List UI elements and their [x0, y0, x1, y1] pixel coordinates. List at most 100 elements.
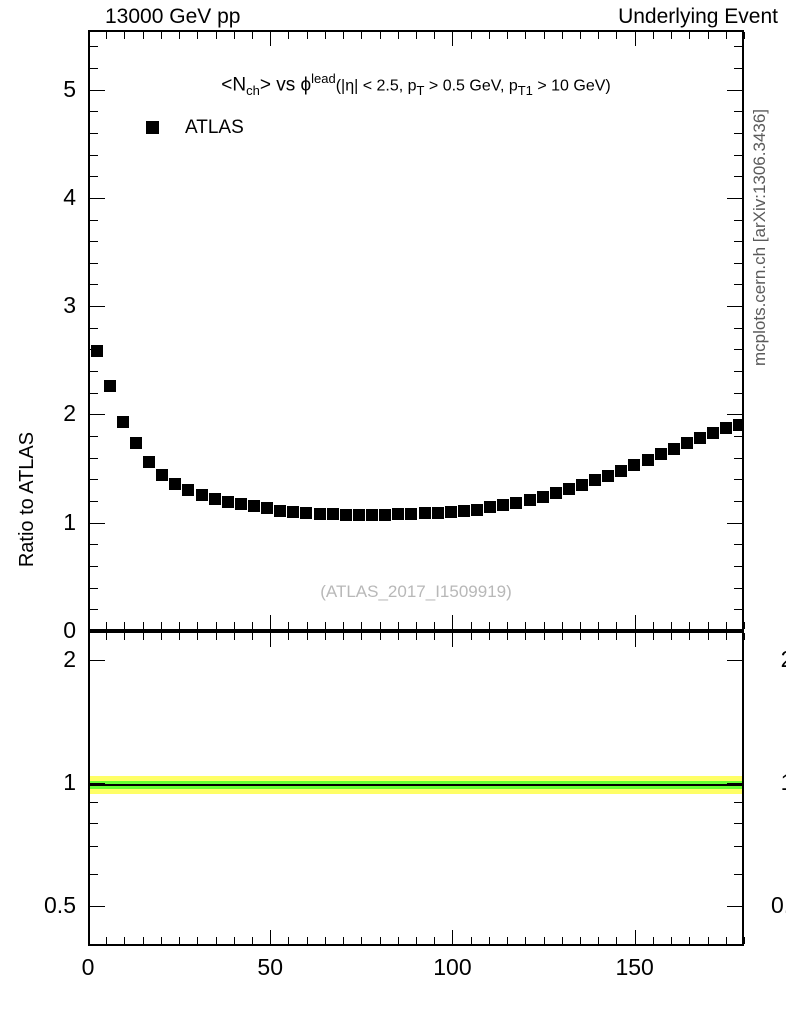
ratio-xtick-top-110 — [488, 633, 490, 640]
main-xtick-bottom-105 — [470, 622, 472, 629]
ratio-xtick-top-25 — [179, 633, 181, 640]
ratio-xtick-top-140 — [598, 633, 600, 640]
ratio-xtick-bottom-0 — [88, 930, 89, 944]
ratio-ytick-right-1 — [727, 782, 742, 784]
main-ytick-right-3.4 — [734, 262, 742, 264]
data-point — [667, 442, 680, 455]
ratio-ytick-left-2 — [90, 659, 105, 661]
xtick-label-0: 0 — [81, 954, 95, 980]
main-xtick-top-60 — [306, 32, 308, 39]
main-xtick-bottom-80 — [379, 622, 381, 629]
main-xtick-bottom-10 — [124, 622, 126, 629]
ratio-xtick-top-175 — [725, 633, 727, 640]
ratio-xtick-top-0 — [88, 633, 89, 647]
main-xtick-bottom-155 — [652, 622, 654, 629]
ratio-xtick-top-90 — [416, 633, 417, 640]
main-xtick-top-5 — [106, 32, 108, 39]
data-point — [536, 490, 549, 503]
main-ytick-left-1.8 — [90, 436, 98, 438]
ratio-xtick-top-155 — [652, 633, 654, 640]
ratio-xtick-top-35 — [215, 633, 217, 640]
data-point — [143, 455, 156, 468]
main-ytick-left-4.2 — [90, 176, 98, 178]
ratio-ytick-right-0.9 — [734, 801, 742, 803]
data-point — [248, 500, 260, 513]
data-point — [208, 492, 221, 505]
main-xtick-bottom-115 — [507, 622, 509, 629]
title-sub-t1: T1 — [517, 83, 533, 99]
main-xtick-top-100 — [452, 32, 454, 46]
main-xtick-bottom-85 — [397, 622, 399, 629]
data-point — [471, 503, 484, 516]
ratio-xtick-bottom-30 — [197, 937, 199, 944]
legend-label-atlas: ATLAS — [185, 117, 244, 138]
ratio-xtick-bottom-160 — [671, 937, 673, 944]
main-ytick-left-3.8 — [90, 219, 98, 221]
main-plot-panel: <Nch> vs ϕlead(|η| < 2.5, pT > 0.5 GeV, … — [88, 30, 744, 631]
main-ytick-right-2.4 — [734, 371, 742, 373]
main-xtick-top-135 — [580, 32, 581, 39]
main-xtick-top-110 — [488, 32, 490, 39]
main-ytick-right-3.2 — [734, 284, 742, 286]
main-xtick-top-70 — [343, 32, 345, 39]
ratio-xtick-top-75 — [361, 633, 363, 640]
ratio-xtick-bottom-40 — [233, 937, 235, 944]
main-xtick-top-50 — [270, 32, 272, 46]
main-xtick-top-20 — [160, 32, 162, 39]
title-part-mid: > vs — [259, 74, 301, 96]
data-point — [90, 345, 103, 358]
reference-line — [90, 783, 742, 786]
main-xtick-top-160 — [671, 32, 673, 39]
main-xtick-top-145 — [616, 32, 618, 39]
main-xtick-bottom-120 — [525, 622, 527, 629]
main-xtick-bottom-130 — [561, 622, 563, 629]
main-ytick-right-3.8 — [734, 219, 742, 221]
title-cond-c: > 10 GeV) — [532, 77, 611, 95]
title-cond-a: (|η| < 2.5, p — [335, 77, 417, 95]
main-ytick-left-5.2 — [90, 67, 98, 69]
ratio-xtick-top-170 — [707, 633, 709, 640]
ratio-xtick-bottom-45 — [252, 937, 253, 944]
main-xtick-bottom-100 — [452, 615, 454, 629]
ratio-xtick-top-130 — [561, 633, 563, 640]
main-xtick-bottom-110 — [488, 622, 490, 629]
data-point — [169, 477, 182, 490]
xtick-label-150: 150 — [615, 954, 654, 980]
ratio-xtick-top-40 — [233, 633, 235, 640]
title-phi-symbol: ϕ — [300, 74, 312, 96]
data-point — [221, 495, 234, 508]
data-point — [602, 469, 615, 482]
main-ytick-left-3.0 — [90, 306, 105, 308]
main-xtick-top-85 — [397, 32, 399, 39]
main-ytick-left-1.6 — [90, 457, 98, 459]
ratio-xtick-bottom-95 — [434, 937, 436, 944]
header-analysis-category: Underlying Event — [618, 5, 778, 28]
main-ytick-right-1.6 — [734, 457, 742, 459]
main-ytick-right-1.8 — [734, 436, 742, 438]
data-point — [549, 487, 562, 500]
ratio-xtick-bottom-75 — [361, 937, 363, 944]
main-xtick-bottom-30 — [197, 622, 199, 629]
ratio-xtick-bottom-55 — [288, 937, 290, 944]
ratio-xtick-bottom-100 — [452, 930, 454, 944]
main-ytick-right-2.8 — [734, 327, 742, 329]
ratio-xtick-bottom-70 — [343, 937, 345, 944]
main-ytick-right-1.4 — [734, 479, 742, 481]
main-xtick-bottom-50 — [270, 615, 272, 629]
ratio-xtick-bottom-150 — [634, 930, 636, 944]
main-xtick-bottom-125 — [543, 622, 545, 629]
ratio-xtick-bottom-170 — [707, 937, 709, 944]
ratio-xtick-top-135 — [580, 633, 581, 640]
ratio-xtick-bottom-120 — [525, 937, 527, 944]
main-xtick-top-180 — [744, 32, 745, 39]
main-xtick-bottom-145 — [616, 622, 618, 629]
data-point — [457, 504, 470, 517]
ratio-xtick-bottom-25 — [179, 937, 181, 944]
title-sub-t: T — [416, 83, 425, 99]
ratio-xtick-bottom-65 — [324, 937, 326, 944]
ratio-xtick-top-30 — [197, 633, 199, 640]
ratio-plot-area — [90, 633, 742, 944]
main-ytick-right-0.4 — [734, 587, 742, 589]
data-point — [562, 482, 575, 495]
data-point — [234, 498, 247, 511]
